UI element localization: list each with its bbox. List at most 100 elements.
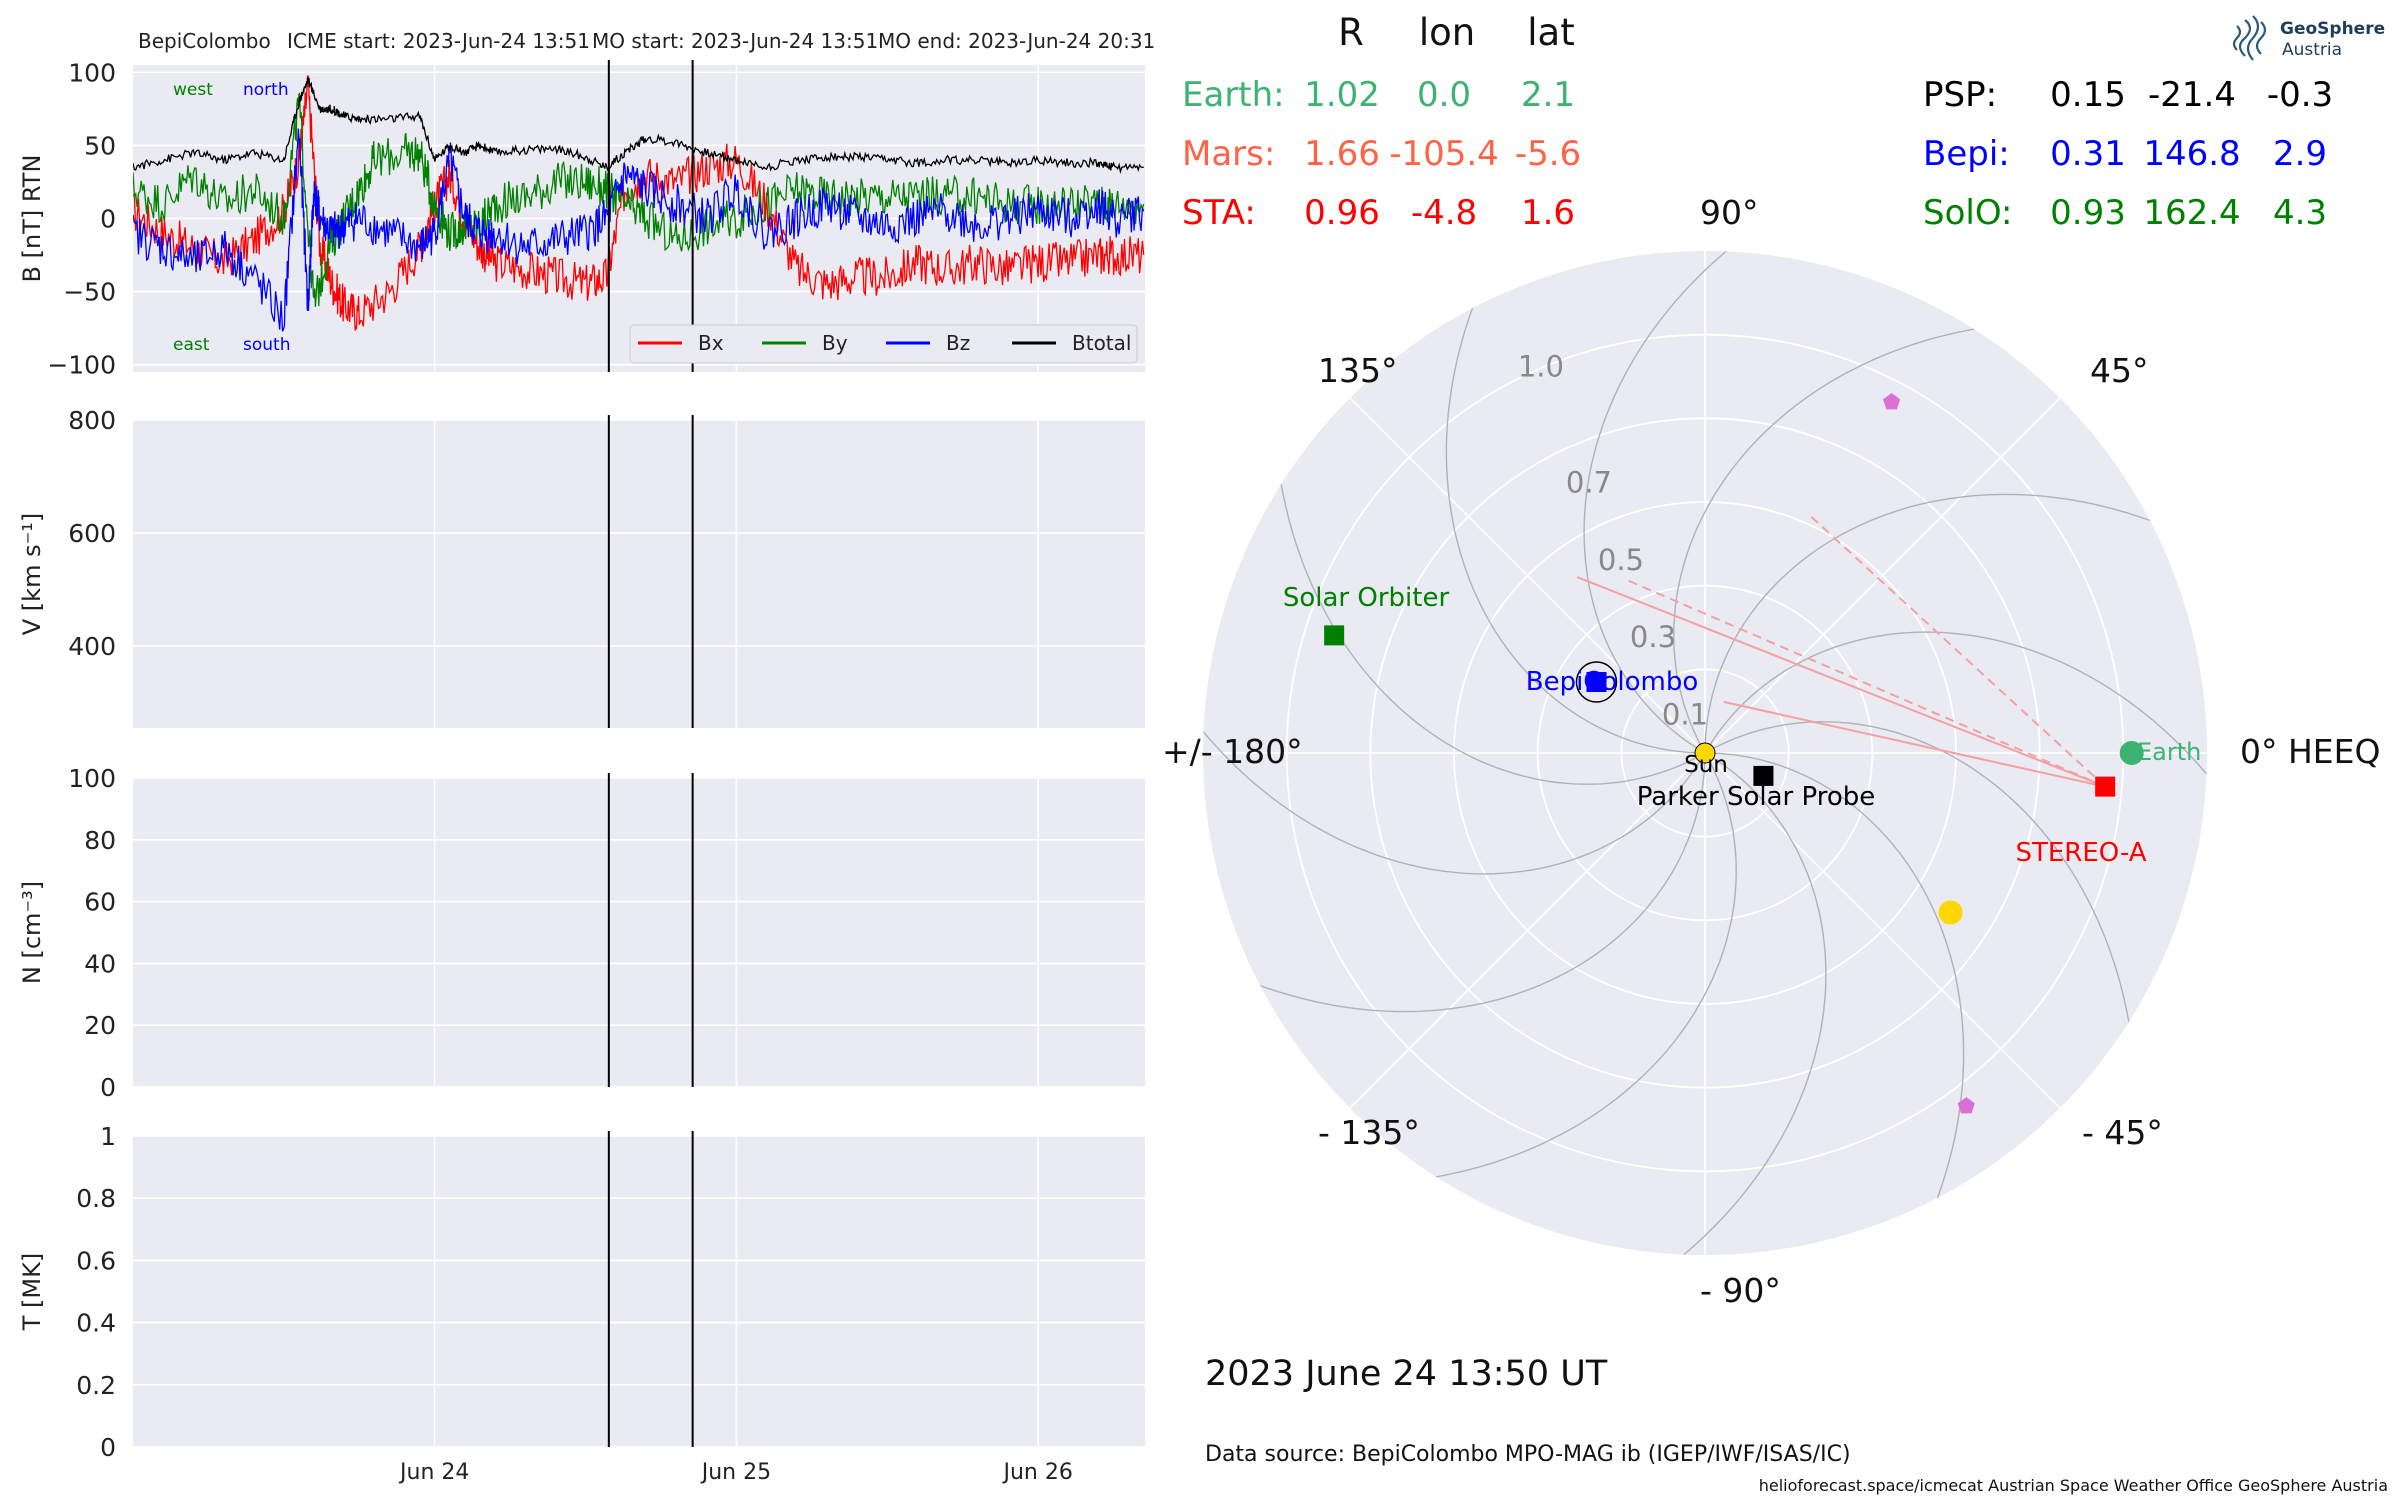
- angular-gridline: [1704, 752, 2061, 1109]
- point-object-violet-1: [1883, 393, 1901, 410]
- y-tick-label: 400: [68, 632, 116, 661]
- y-axis-label: B [nT] RTN: [18, 155, 46, 283]
- table-right-lon: 162.4: [2143, 193, 2240, 233]
- table-left-lat: -5.6: [1515, 134, 1581, 174]
- y-tick-label: 80: [84, 826, 116, 855]
- point-parker-solar-probe: [1753, 765, 1774, 786]
- angle-label: 90°: [1700, 193, 1759, 232]
- panel-1: 100 50 0 −50 −100 B [nT] RTN west north east sout…: [18, 58, 1145, 380]
- angular-gridline: [1349, 752, 1706, 1109]
- y-tick-label: 100: [68, 58, 116, 87]
- legend: Bx By Bz Btotal: [629, 324, 1138, 364]
- angular-gridline: [1349, 397, 1706, 754]
- table-left-name: Mars:: [1182, 134, 1275, 174]
- table-right-name: Bepi:: [1923, 134, 2010, 174]
- spacecraft-name: BepiColombo: [138, 29, 271, 53]
- y-axis-label: T [MK]: [18, 1253, 46, 1331]
- table-left-lat: 2.1: [1521, 75, 1575, 115]
- table-right-lon: 146.8: [2143, 134, 2240, 174]
- y-tick-label: −50: [63, 278, 116, 307]
- table-right-name: PSP:: [1923, 75, 1997, 115]
- radial-tick-label: 1.0: [1518, 350, 1564, 384]
- parker-spiral-line: [1704, 631, 2207, 815]
- table-left-r: 0.96: [1304, 193, 1380, 233]
- point-object-yellow: [1938, 900, 1963, 925]
- mo-start-label: MO start: 2023-Jun-24 13:51: [592, 29, 878, 53]
- y-tick-label: 0: [100, 1433, 116, 1462]
- table-header-lon: lon: [1419, 11, 1475, 54]
- series-line-By: [133, 92, 1145, 307]
- table-right-r: 0.93: [2050, 193, 2126, 233]
- y-tick-label: 60: [84, 888, 116, 917]
- logo-swirl-icon: [2232, 15, 2267, 61]
- parker-spiral-line: [1673, 322, 2025, 754]
- legend-label-Bx: Bx: [698, 331, 724, 355]
- table-left-lon: -4.8: [1411, 193, 1477, 233]
- point-label-stereo-a: STEREO-A: [2015, 838, 2146, 868]
- x-tick-label: Jun 24: [398, 1460, 469, 1485]
- table-left-lat: 1.6: [1521, 193, 1575, 233]
- series-Btotal: [133, 77, 1144, 175]
- stereo-a-line-dashed: [1623, 577, 2106, 788]
- y-tick-label: 0.4: [76, 1309, 116, 1338]
- y-tick-label: 0.8: [76, 1184, 116, 1213]
- corner-label-north: north: [243, 80, 289, 100]
- parker-spiral-line: [1704, 752, 1965, 1245]
- table-right-r: 0.31: [2050, 134, 2126, 174]
- table-header-R: R: [1338, 11, 1364, 54]
- panel-background: [133, 420, 1145, 728]
- radial-tick-label: 0.1: [1662, 697, 1708, 731]
- panel-3: 100 80 60 40 20 0 N [cm⁻³]: [18, 764, 1145, 1102]
- icme-start-label: ICME start: 2023-Jun-24 13:51: [287, 29, 590, 53]
- table-header-lat: lat: [1527, 11, 1574, 54]
- table-right-name: SolO:: [1923, 193, 2012, 233]
- angle-label: 45°: [2090, 351, 2149, 390]
- corner-label-west: west: [173, 80, 213, 100]
- y-axis-label: N [cm⁻³]: [18, 881, 46, 984]
- point-label-sun: Sun: [1684, 752, 1728, 778]
- panel-4: 1 0.8 0.6 0.4 0.2 0 T [MK] Jun 24 Jun 25 Jun 26: [18, 1122, 1145, 1485]
- polar-position-plot: 0.1 0.3 0.5 0.7 1.0 0° HEEQ 45° 90° 135° +/- 180°…: [1162, 193, 2380, 1310]
- series-By: [133, 92, 1145, 307]
- y-tick-label: 1: [100, 1122, 116, 1151]
- parker-spiral-line: [1643, 752, 1827, 1255]
- table-right-lat: 4.3: [2273, 193, 2327, 233]
- data-source-label: Data source: BepiColombo MPO-MAG ib (IGE…: [1205, 1442, 1851, 1467]
- table-right-r: 0.15: [2050, 75, 2126, 115]
- point-label-solar-orbiter: Solar Orbiter: [1283, 583, 1450, 613]
- panel-background: [133, 1136, 1145, 1447]
- x-tick-label: Jun 25: [700, 1460, 771, 1485]
- legend-label-Bz: Bz: [946, 331, 970, 355]
- point-label-earth: Earth: [2137, 738, 2201, 766]
- logo-line1: GeoSphere: [2280, 19, 2385, 39]
- angle-label: +/- 180°: [1162, 732, 1303, 771]
- angle-label: - 45°: [2082, 1113, 2163, 1152]
- point-stereo-a: [2095, 776, 2116, 797]
- panel-background: [133, 778, 1145, 1087]
- y-tick-label: −100: [47, 351, 116, 380]
- panel-2: 800 600 400 V [km s⁻¹]: [18, 406, 1145, 728]
- parker-spiral-line: [1274, 433, 1706, 785]
- parker-spiral-line: [1704, 721, 2136, 1073]
- angle-label: 0° HEEQ: [2240, 732, 2380, 771]
- angular-gridline: [1704, 397, 2061, 754]
- series-line-Bz: [133, 128, 1145, 332]
- stereo-a-line-dashed: [1809, 515, 2106, 788]
- point-sun: [1694, 742, 1716, 764]
- series-Bx: [133, 75, 1145, 331]
- angle-label: - 135°: [1318, 1113, 1420, 1152]
- y-tick-label: 40: [84, 949, 116, 978]
- parker-spiral-line: [1385, 752, 1737, 1184]
- geosphere-logo: GeoSphere Austria: [2232, 15, 2385, 61]
- timestamp-label: 2023 June 24 13:50 UT: [1205, 1354, 1608, 1394]
- y-tick-label: 0: [100, 205, 116, 234]
- series-Bz: [133, 128, 1145, 332]
- y-tick-label: 20: [84, 1011, 116, 1040]
- y-axis-label: V [km s⁻¹]: [18, 513, 46, 635]
- table-right-lat: 2.9: [2273, 134, 2327, 174]
- stereo-a-line-solid: [1576, 576, 2106, 788]
- corner-label-east: east: [173, 335, 210, 355]
- bepicolombo-ring: [1575, 661, 1618, 703]
